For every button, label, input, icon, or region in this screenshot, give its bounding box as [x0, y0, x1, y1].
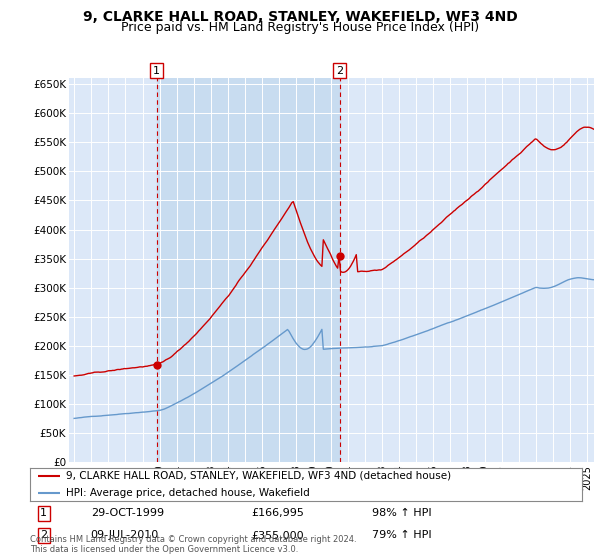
Text: 98% ↑ HPI: 98% ↑ HPI [372, 508, 432, 518]
Text: 1: 1 [40, 508, 47, 518]
Text: 2: 2 [40, 530, 47, 540]
Text: HPI: Average price, detached house, Wakefield: HPI: Average price, detached house, Wake… [66, 488, 310, 498]
Text: 79% ↑ HPI: 79% ↑ HPI [372, 530, 432, 540]
Text: Price paid vs. HM Land Registry's House Price Index (HPI): Price paid vs. HM Land Registry's House … [121, 21, 479, 35]
Text: Contains HM Land Registry data © Crown copyright and database right 2024.
This d: Contains HM Land Registry data © Crown c… [30, 535, 356, 554]
Text: 29-OCT-1999: 29-OCT-1999 [91, 508, 164, 518]
Text: 09-JUL-2010: 09-JUL-2010 [91, 530, 159, 540]
Text: 9, CLARKE HALL ROAD, STANLEY, WAKEFIELD, WF3 4ND: 9, CLARKE HALL ROAD, STANLEY, WAKEFIELD,… [83, 10, 517, 24]
Text: 1: 1 [153, 66, 160, 76]
Text: 2: 2 [336, 66, 343, 76]
Text: £166,995: £166,995 [251, 508, 304, 518]
Text: 9, CLARKE HALL ROAD, STANLEY, WAKEFIELD, WF3 4ND (detached house): 9, CLARKE HALL ROAD, STANLEY, WAKEFIELD,… [66, 471, 451, 481]
Text: £355,000: £355,000 [251, 530, 304, 540]
Bar [157, 78, 340, 462]
